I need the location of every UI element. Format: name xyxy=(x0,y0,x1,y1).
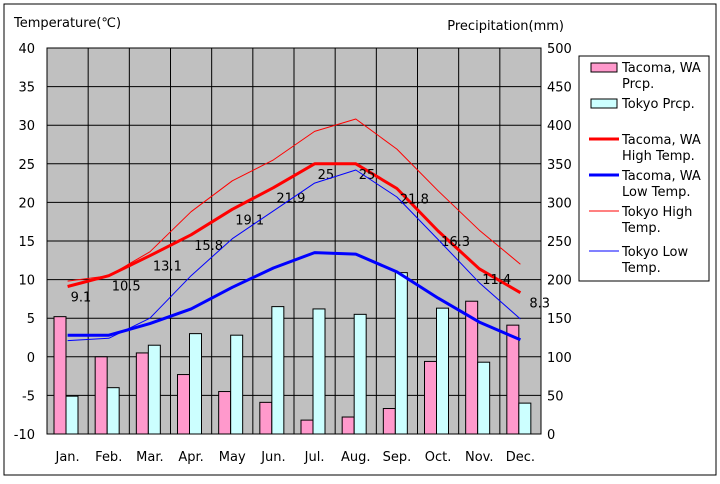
precip-bar xyxy=(218,391,232,435)
month-label: Dec. xyxy=(506,450,535,465)
data-label: 15.8 xyxy=(194,239,223,254)
precip-bar xyxy=(518,402,532,435)
precip-tick-label: 200 xyxy=(547,274,572,289)
temp-tick-label: 15 xyxy=(18,235,35,250)
month-label: Nov. xyxy=(465,450,494,465)
precip-bar xyxy=(312,308,326,435)
temp-tick-label: 30 xyxy=(18,119,35,134)
precip-bar xyxy=(230,334,244,435)
precip-tick-label: 100 xyxy=(547,351,572,366)
legend-label: Tacoma, WA xyxy=(621,169,701,184)
precip-bar xyxy=(353,313,367,435)
month-label: May xyxy=(219,450,246,465)
month-label: Oct. xyxy=(425,450,452,465)
temp-tick-label: -5 xyxy=(22,389,35,404)
data-label: 13.1 xyxy=(153,260,182,275)
temp-tick-label: 40 xyxy=(18,42,35,57)
plot-border xyxy=(46,47,542,435)
temp-tick-label: 25 xyxy=(18,158,35,173)
legend-label: High Temp. xyxy=(622,149,695,164)
precip-bar xyxy=(477,361,491,435)
month-label: Mar. xyxy=(136,450,163,465)
precip-bar xyxy=(135,352,149,435)
precip-bar xyxy=(382,408,396,435)
temp-tick-label: -10 xyxy=(14,428,35,443)
precip-bar xyxy=(147,344,161,435)
month-label: Jul. xyxy=(304,450,325,465)
legend-label: Low Temp. xyxy=(622,185,691,200)
data-label: 21.8 xyxy=(400,193,429,208)
legend-label: Tacoma, WA xyxy=(621,61,701,76)
precip-bar xyxy=(394,272,408,435)
temp-line xyxy=(67,169,521,342)
legend-label: Tokyo Prcp. xyxy=(621,97,695,112)
precip-bar xyxy=(53,316,67,435)
temp-tick-label: 0 xyxy=(27,351,35,366)
temp-tick-label: 10 xyxy=(18,274,35,289)
precip-bar xyxy=(271,306,285,435)
month-label: Feb. xyxy=(95,450,122,465)
temp-line xyxy=(67,162,522,294)
precip-bar xyxy=(94,356,108,435)
precip-tick-label: 350 xyxy=(547,158,572,173)
precip-bar xyxy=(189,333,202,435)
temp-tick-label: 20 xyxy=(18,196,35,211)
data-label: 8.3 xyxy=(529,297,550,312)
right-axis-title: Precipitation(mm) xyxy=(447,19,564,34)
month-label: Apr. xyxy=(178,450,203,465)
temp-tick-label: 5 xyxy=(27,312,35,327)
legend-label: Temp. xyxy=(621,261,661,276)
precip-tick-label: 250 xyxy=(547,235,572,250)
temp-line xyxy=(67,251,521,342)
legend-label: Temp. xyxy=(621,221,661,236)
data-label: 19.1 xyxy=(235,213,264,228)
legend-label: Tokyo High xyxy=(621,205,692,220)
data-label: 16.3 xyxy=(441,235,470,250)
precip-tick-label: 500 xyxy=(547,42,572,57)
legend-swatch xyxy=(590,98,618,109)
legend-label: Tacoma, WA xyxy=(621,133,701,148)
month-label: Sep. xyxy=(383,450,412,465)
data-label: 9.1 xyxy=(71,291,92,306)
data-label: 25 xyxy=(318,168,335,183)
precip-tick-label: 150 xyxy=(547,312,572,327)
precip-bar xyxy=(65,395,79,435)
data-label: 10.5 xyxy=(112,280,141,295)
precip-bar xyxy=(341,416,355,435)
legend-box xyxy=(578,55,710,282)
temp-line xyxy=(67,118,521,282)
month-label: Jun. xyxy=(260,450,285,465)
temp-tick-label: 35 xyxy=(18,81,35,96)
precip-bar xyxy=(106,387,120,435)
precip-bar xyxy=(506,324,520,435)
precip-bar xyxy=(424,360,437,435)
precip-tick-label: 450 xyxy=(547,81,572,96)
precip-tick-label: 300 xyxy=(547,196,572,211)
precip-tick-label: 400 xyxy=(547,119,572,134)
precip-bar xyxy=(436,307,449,435)
data-label: 11.4 xyxy=(482,273,511,288)
month-label: Jan. xyxy=(54,450,79,465)
legend-label: Prcp. xyxy=(622,77,654,92)
precip-bar xyxy=(259,401,273,435)
precip-tick-label: 0 xyxy=(547,428,555,443)
left-axis-title: Temperature(℃) xyxy=(13,16,121,31)
precip-tick-label: 50 xyxy=(547,389,564,404)
data-label: 25 xyxy=(359,168,376,183)
legend-swatch xyxy=(590,62,618,73)
month-label: Aug. xyxy=(341,450,371,465)
precip-bar xyxy=(300,419,314,435)
legend-label: Tokyo Low xyxy=(621,245,688,260)
precip-bar xyxy=(177,374,190,435)
